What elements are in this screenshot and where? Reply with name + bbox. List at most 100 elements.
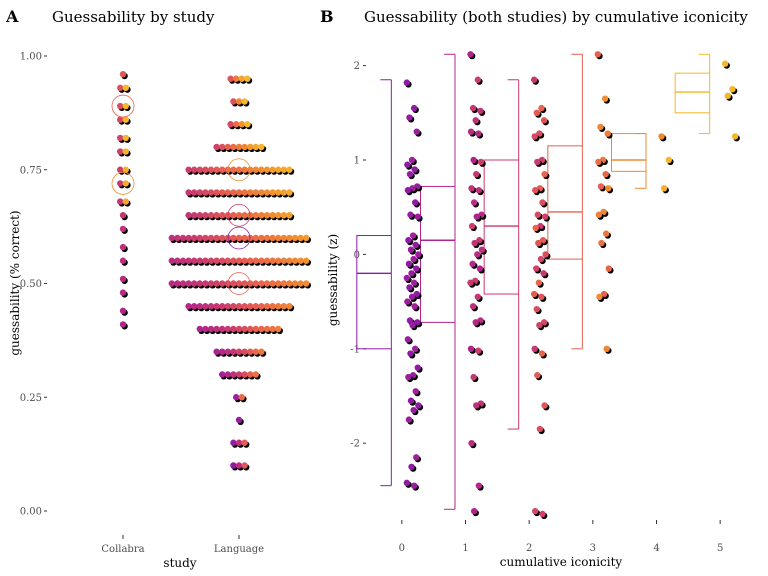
panel-b-point [414, 319, 421, 326]
panel-a-point [122, 116, 129, 123]
panel-a-point [191, 303, 198, 310]
panel-b-y-tick-label: -1 [350, 344, 360, 355]
panel-a-point [275, 166, 282, 173]
panel-b-point [413, 290, 420, 298]
panel-a-point [122, 102, 129, 110]
panel-b-point [467, 128, 475, 135]
panel-b-point [470, 507, 478, 515]
panel-b-point [405, 260, 413, 268]
panel-a-y-axis-title: guessability (% correct) [8, 210, 22, 355]
panel-a-point [213, 280, 220, 287]
panel-a-point [117, 198, 124, 205]
panel-b-point [605, 185, 612, 192]
panel-a-point [263, 166, 271, 173]
panel-b-point [475, 347, 482, 354]
panel-a-point [230, 212, 237, 219]
panel-b-x-tick-label: 1 [462, 543, 468, 554]
panel-a-point [196, 189, 203, 196]
panel-b-point [538, 293, 545, 301]
panel-a-point [168, 257, 175, 264]
panel-a-point [168, 280, 175, 287]
panel-b-point [412, 241, 419, 249]
panel-a-point [252, 303, 259, 310]
panel-a-point [213, 234, 220, 242]
panel-a-point [207, 257, 215, 264]
panel-a-point [275, 325, 282, 333]
panel-a-point [202, 257, 209, 264]
panel-a-point [247, 303, 254, 310]
panel-a-point [241, 371, 248, 378]
panel-b-point [415, 251, 422, 258]
panel-b-box [356, 235, 392, 350]
panel-b-point [412, 388, 419, 395]
panel-a-point [235, 325, 243, 333]
panel-a-point [191, 166, 198, 173]
panel-a-point [196, 303, 203, 310]
panel-b-point [403, 274, 411, 282]
panel-b-point [602, 170, 609, 178]
panel-b-point [598, 239, 605, 247]
panel-b-point [536, 322, 543, 329]
panel-a-point [263, 234, 271, 242]
panel-a-point [213, 212, 220, 219]
panel-b-point [537, 255, 545, 263]
panel-a-point [275, 280, 282, 287]
panel-b-point [407, 397, 415, 404]
panel-a-point [269, 166, 276, 173]
panel-a-point [241, 234, 248, 242]
panel-b-x-axis-title: cumulative iconicity [500, 555, 623, 569]
panel-b-point [410, 482, 418, 489]
panel-b-point [541, 170, 548, 178]
panel-a-point [280, 189, 287, 196]
panel-a-point [219, 371, 226, 378]
panel-b-point [403, 479, 411, 487]
panel-a-x-tick-label: Collabra [101, 544, 144, 555]
panel-b-letter: B [320, 7, 334, 26]
panel-a-point [258, 257, 265, 264]
panel-a-point [196, 234, 203, 242]
panel-b-point [472, 117, 479, 124]
panel-a-point [235, 371, 243, 378]
panel-b-point [478, 246, 486, 253]
panel-b-point [595, 211, 603, 218]
panel-a-point [241, 189, 248, 196]
panel-a-point [117, 166, 124, 173]
panel-b-point [530, 76, 538, 83]
panel-a-point [230, 257, 237, 264]
panel-a-point [202, 303, 209, 310]
panel-a-point [230, 462, 237, 469]
panel-b-point [411, 303, 418, 310]
panel-a-point [219, 189, 226, 196]
panel-b-point [724, 92, 731, 100]
panel-a-point [258, 189, 265, 196]
panel-b-x-tick-label: 0 [399, 543, 405, 554]
panel-b-point [542, 251, 549, 258]
panel-b-point [407, 211, 414, 218]
panel-a-point [117, 116, 124, 123]
panel-b-y-tick-label: 2 [354, 61, 360, 72]
panel-b-point [467, 51, 474, 58]
panel-a-point [185, 303, 192, 310]
panel-b-point [475, 187, 483, 194]
panel-a-median-circle [227, 226, 251, 250]
panel-a-point [247, 371, 254, 378]
panel-a-point [230, 439, 237, 446]
panel-b-point [414, 213, 421, 220]
panel-a-point [219, 280, 226, 287]
panel-a-point [213, 348, 220, 355]
panel-b-point [473, 213, 480, 220]
panel-a-point [185, 189, 192, 196]
panel-b-point [473, 402, 480, 409]
panel-a-point [122, 166, 129, 173]
panel-b-point [410, 279, 418, 286]
panel-a-point [247, 143, 254, 151]
panel-a-point [258, 212, 265, 219]
panel-a-point [258, 348, 265, 355]
panel-a-point [241, 348, 248, 355]
panel-a-point [122, 180, 129, 187]
panel-a-point [191, 234, 198, 242]
panel-b-x-tick-label: 3 [590, 543, 596, 554]
panel-b-point [408, 463, 415, 470]
panel-b-point [535, 279, 543, 286]
